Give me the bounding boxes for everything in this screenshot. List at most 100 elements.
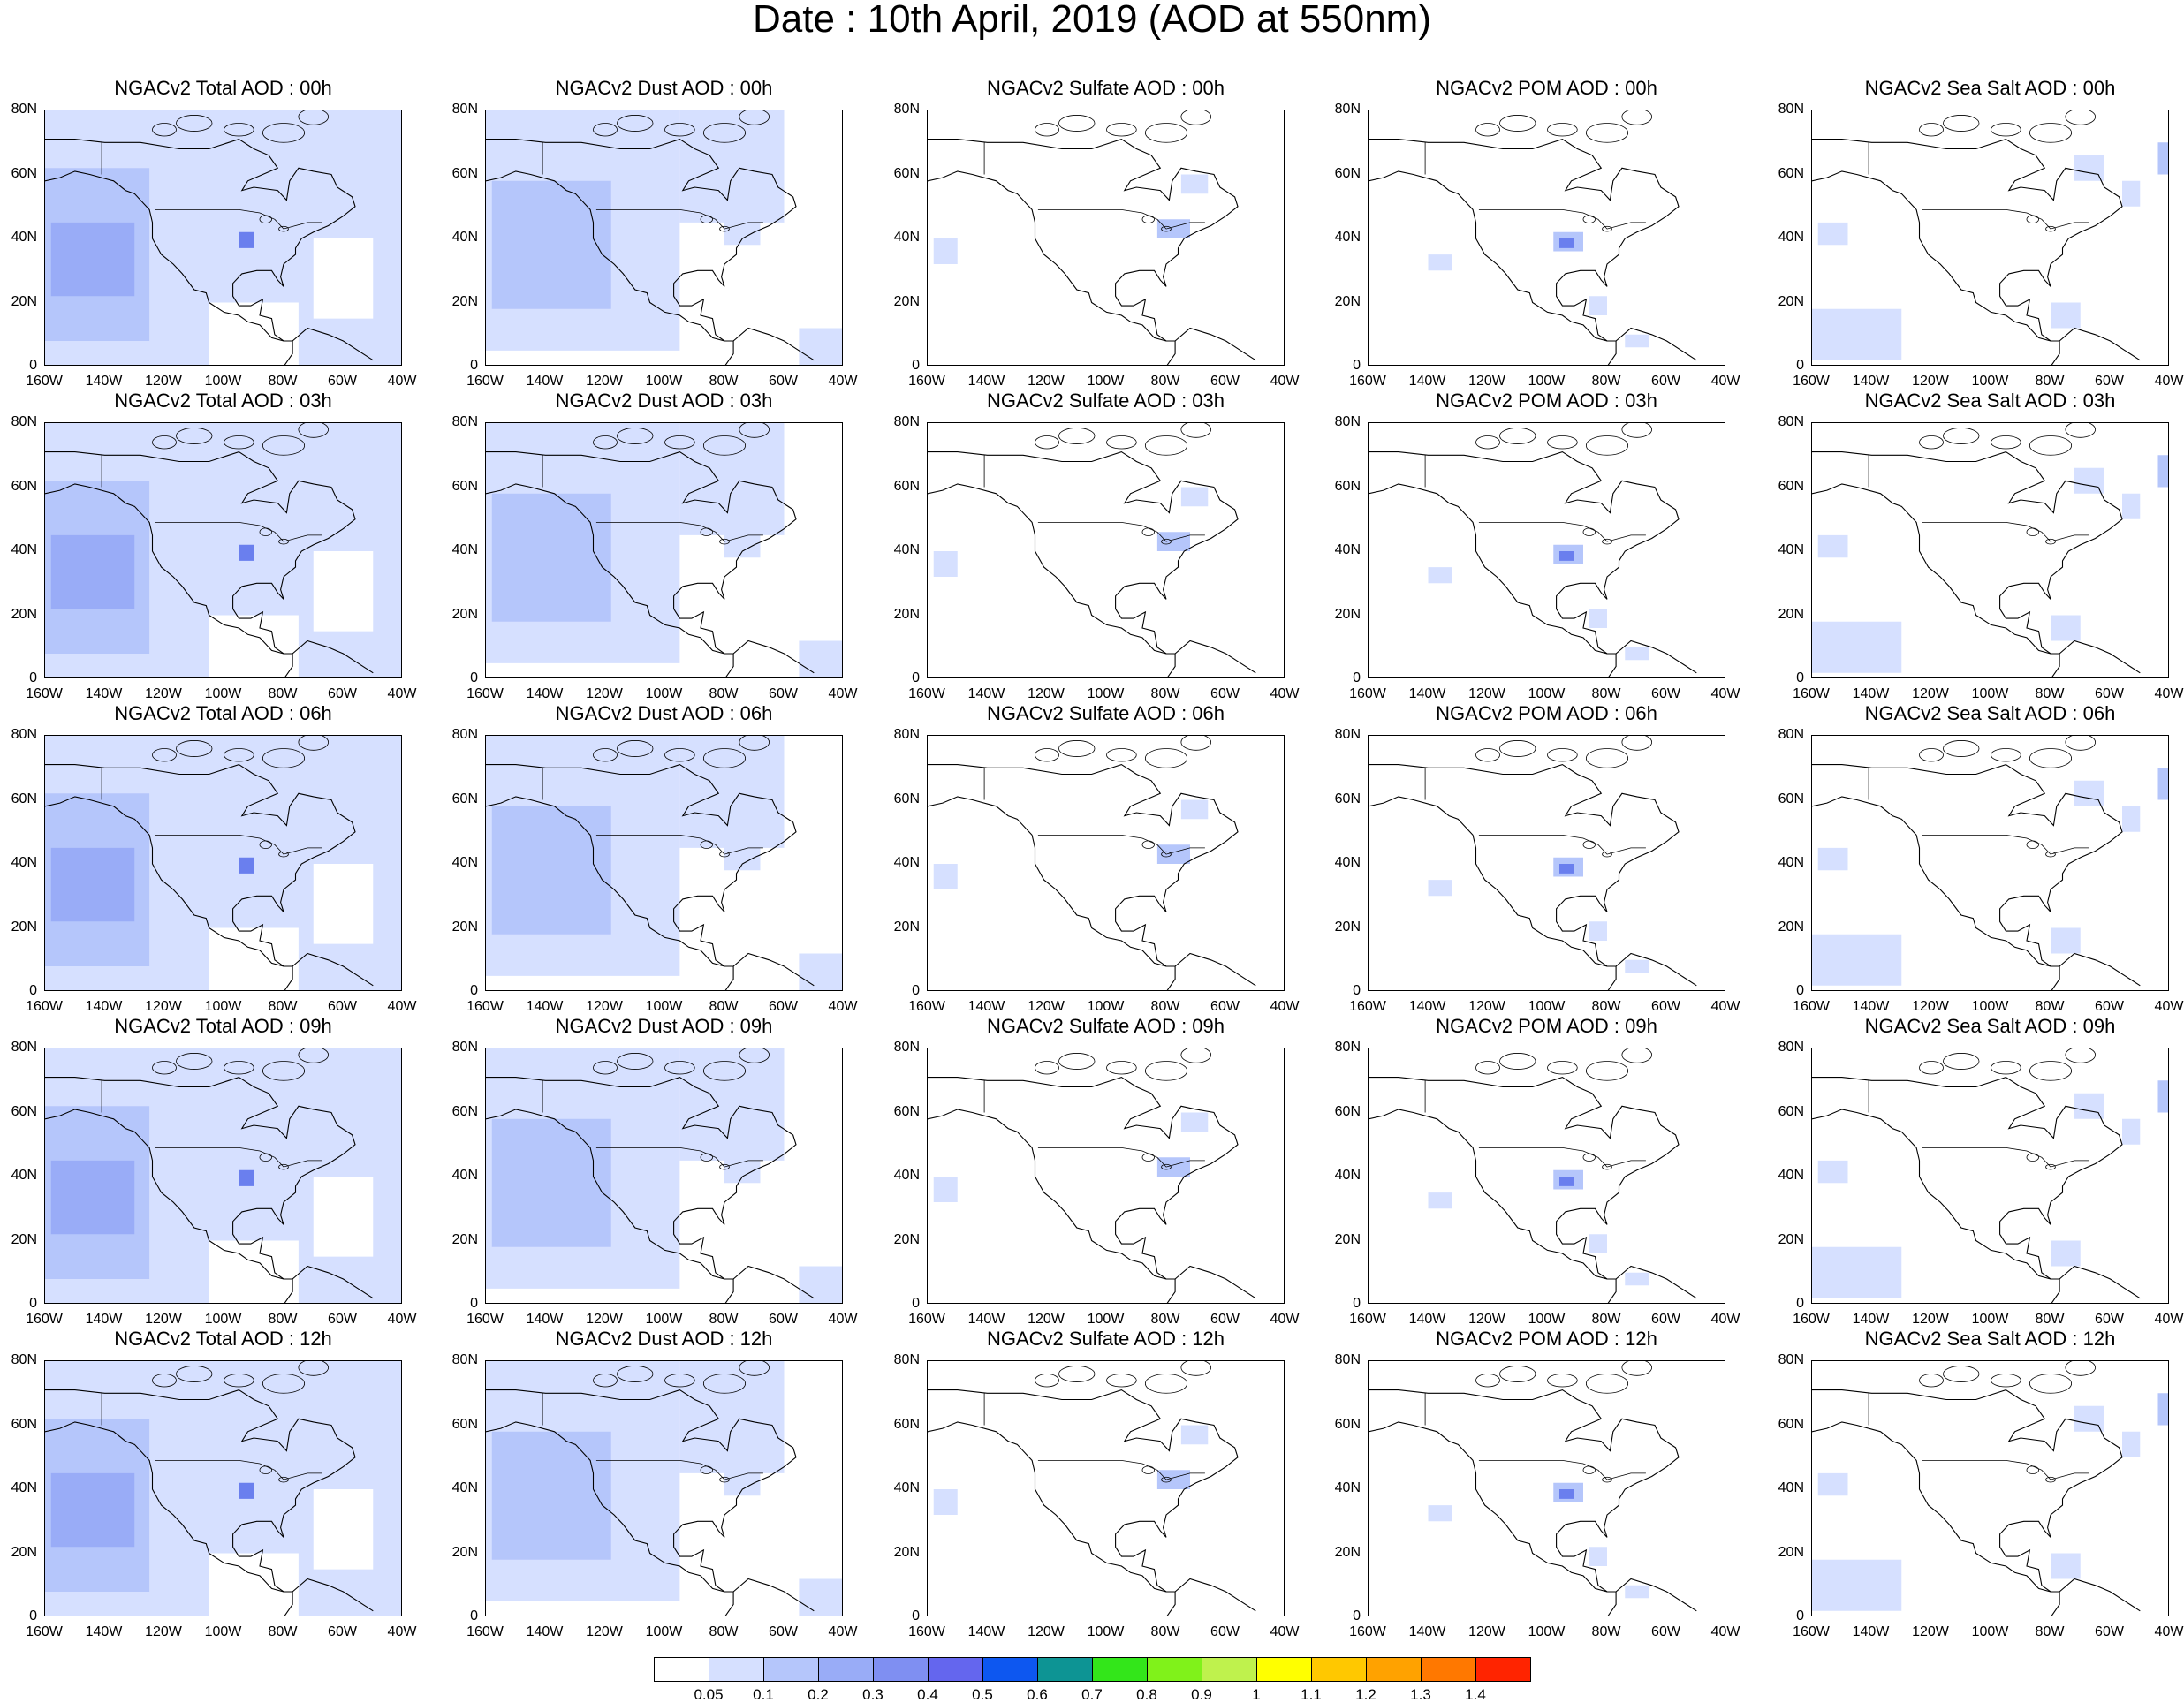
y-tick-label: 0: [470, 1608, 478, 1624]
aod-map: [1812, 110, 2168, 365]
y-tick-label: 0: [29, 983, 37, 998]
aod-field-patch: [1156, 1470, 1190, 1489]
aod-field-patch: [1817, 534, 1848, 558]
colorbar-swatch: [1256, 1657, 1312, 1682]
us-canada-border: [1478, 835, 1646, 855]
x-tick-label: 80W: [2035, 686, 2065, 701]
y-tick-label: 60N: [1334, 791, 1361, 806]
aod-field-patch: [933, 238, 958, 264]
aod-field-patch: [2051, 927, 2081, 954]
aod-field-patch: [239, 1482, 254, 1499]
land-outline: [1161, 1476, 1172, 1483]
y-tick-label: 80N: [1334, 1352, 1361, 1367]
land-outline: [1621, 110, 1653, 125]
aod-field-patch: [209, 1553, 299, 1616]
land-outline: [1058, 428, 1096, 444]
x-tick-label: 60W: [1210, 999, 1240, 1014]
map-plot-area: [44, 735, 402, 991]
map-plot-area: [1811, 110, 2169, 366]
panel-title: NGACv2 Sea Salt AOD : 00h: [1864, 77, 2116, 99]
map-plot-area: [44, 422, 402, 678]
land-outline: [224, 1374, 254, 1388]
us-canada-border: [595, 1147, 763, 1168]
aod-field-patch: [50, 534, 135, 609]
x-tick-label: 60W: [2095, 999, 2124, 1014]
y-tick-label: 20N: [1778, 1231, 1804, 1247]
x-tick-label: 80W: [709, 1624, 739, 1639]
x-tick-label: 40W: [1710, 1312, 1740, 1327]
y-tick-label: 40N: [11, 855, 37, 870]
south-america-coast: [1615, 327, 1697, 361]
land-outline: [2065, 423, 2097, 438]
south-america-coast: [292, 1265, 374, 1299]
land-outline: [1141, 840, 1155, 850]
y-tick-label: 40N: [451, 1480, 478, 1495]
map-plot-area: [1368, 110, 1725, 366]
colorbar-label: 0.6: [1027, 1686, 1048, 1703]
land-outline: [664, 435, 695, 450]
figure-title: Date : 10th April, 2019 (AOD at 550nm): [753, 0, 1431, 41]
y-tick-label: 60N: [893, 1416, 920, 1432]
land-outline: [1035, 435, 1059, 450]
x-tick-label: 40W: [828, 1624, 858, 1639]
x-tick-label: 80W: [709, 374, 739, 389]
x-tick-label: 40W: [1270, 1312, 1300, 1327]
aod-field-patch: [2157, 455, 2168, 488]
map-plot-area: [1368, 422, 1725, 678]
panel-title: NGACv2 Sulfate AOD : 09h: [986, 1015, 1225, 1037]
panel-title: NGACv2 POM AOD : 00h: [1436, 77, 1657, 99]
x-tick-label: 80W: [709, 1312, 739, 1327]
aod-field-patch: [2122, 1118, 2141, 1145]
map-plot-area: [485, 1360, 843, 1616]
land-outline: [2045, 1163, 2056, 1170]
aod-field-patch: [1428, 567, 1452, 584]
y-tick-label: 80N: [451, 727, 478, 742]
x-tick-label: 40W: [387, 999, 417, 1014]
y-tick-label: 20N: [893, 293, 920, 309]
x-tick-label: 100W: [1528, 999, 1566, 1014]
x-tick-label: 80W: [2035, 1312, 2065, 1327]
land-outline: [2065, 110, 2097, 125]
y-tick-label: 20N: [11, 293, 37, 309]
south-america-coast: [1615, 1578, 1697, 1612]
land-outline: [664, 1374, 695, 1388]
colorbar-swatch: [1311, 1657, 1367, 1682]
land-outline: [152, 435, 177, 450]
x-tick-label: 60W: [769, 686, 798, 701]
land-outline: [1547, 123, 1578, 137]
land-outline: [259, 215, 272, 224]
land-outline: [1547, 748, 1578, 762]
x-tick-label: 100W: [204, 1624, 242, 1639]
panel-title: NGACv2 Sulfate AOD : 06h: [986, 702, 1225, 724]
x-tick-label: 80W: [709, 999, 739, 1014]
x-tick-label: 140W: [1408, 374, 1446, 389]
land-outline: [702, 1374, 747, 1394]
panel-title: NGACv2 POM AOD : 03h: [1436, 390, 1657, 412]
land-outline: [593, 1061, 618, 1075]
south-america-coast: [1615, 640, 1697, 674]
aod-field-patch: [491, 806, 611, 935]
aod-map: [486, 736, 842, 990]
land-outline: [739, 1361, 770, 1376]
y-tick-label: 40N: [451, 855, 478, 870]
aod-field-patch: [799, 1266, 842, 1303]
land-outline: [2045, 1476, 2056, 1483]
aod-field-patch: [209, 1240, 299, 1303]
land-outline: [2026, 527, 2039, 537]
land-outline: [1585, 1374, 1629, 1394]
map-plot-area: [485, 110, 843, 366]
us-canada-border: [1922, 1460, 2089, 1480]
land-outline: [739, 110, 770, 125]
land-outline: [1035, 748, 1059, 762]
y-tick-label: 80N: [1778, 1352, 1804, 1367]
south-america-coast: [2059, 952, 2141, 987]
x-tick-label: 40W: [2154, 999, 2184, 1014]
x-tick-label: 60W: [769, 999, 798, 1014]
aod-field-patch: [2157, 1080, 2168, 1113]
x-tick-label: 120W: [1468, 686, 1505, 701]
x-tick-label: 60W: [328, 686, 357, 701]
y-tick-label: 80N: [11, 414, 37, 429]
land-outline: [664, 1061, 695, 1075]
y-tick-label: 40N: [11, 230, 37, 245]
x-tick-label: 80W: [2035, 374, 2065, 389]
